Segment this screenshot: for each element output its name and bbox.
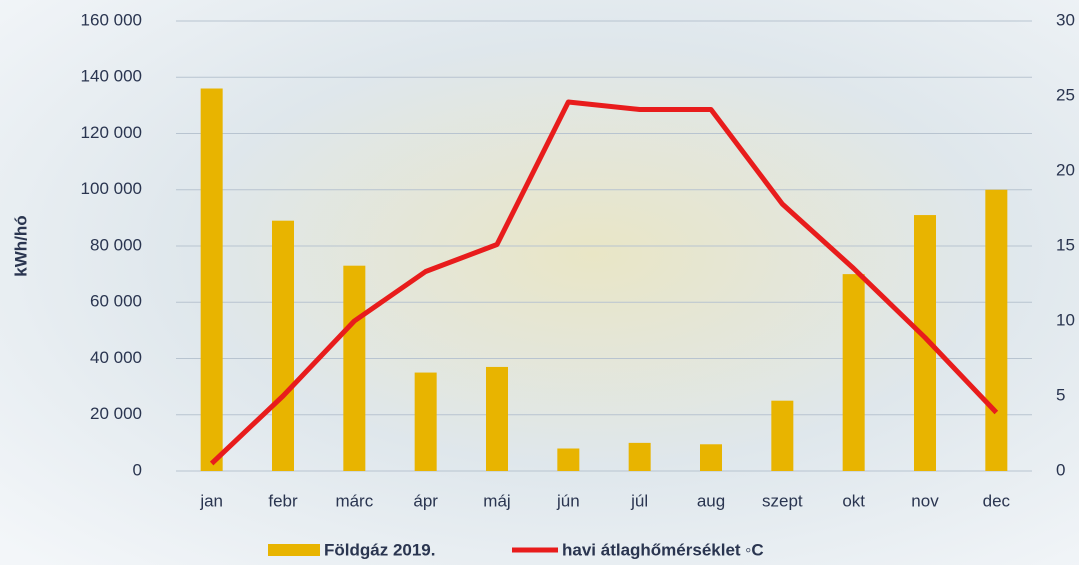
x-tick-label: júl <box>630 491 648 510</box>
y2-tick-label: 10 <box>1056 310 1075 329</box>
legend-label: Földgáz 2019. <box>324 540 435 559</box>
y2-tick-label: 5 <box>1056 385 1065 404</box>
y-tick-label: 100 000 <box>81 179 142 198</box>
bar <box>985 189 1008 471</box>
y-tick-label: 140 000 <box>81 67 142 86</box>
y-tick-label: 40 000 <box>90 348 142 367</box>
bar <box>486 366 508 471</box>
x-tick-label: ápr <box>413 491 438 510</box>
x-tick-label: nov <box>911 491 939 510</box>
y-axis-label: kWh/hó <box>11 215 30 276</box>
x-tick-label: jún <box>556 491 580 510</box>
legend-label: havi átlaghőmérséklet ◦C <box>562 540 764 559</box>
x-tick-label: jan <box>199 491 223 510</box>
line <box>209 99 999 466</box>
legend-swatch <box>268 544 320 556</box>
y-tick-label: 160 000 <box>81 10 142 29</box>
y-tick-label: 0 <box>133 460 142 479</box>
y2-tick-label: 0 <box>1056 460 1065 479</box>
bar <box>414 372 437 471</box>
bar <box>628 442 651 471</box>
bar <box>200 88 223 471</box>
y2-tick-label: 30 <box>1056 10 1075 29</box>
bar <box>343 265 366 471</box>
x-tick-label: máj <box>483 491 510 510</box>
bar <box>557 448 580 471</box>
y-tick-label: 20 000 <box>90 404 142 423</box>
x-tick-label: márc <box>335 491 373 510</box>
x-tick-label: szept <box>762 491 803 510</box>
x-tick-label: dec <box>983 491 1011 510</box>
y-tick-label: 60 000 <box>90 292 142 311</box>
y-tick-label: 80 000 <box>90 235 142 254</box>
y2-tick-label: 15 <box>1056 235 1075 254</box>
bar <box>771 400 794 471</box>
bar <box>700 444 722 471</box>
bar <box>842 274 865 471</box>
x-tick-label: febr <box>268 491 298 510</box>
bar <box>272 220 294 471</box>
x-tick-label: okt <box>842 491 865 510</box>
y2-tick-label: 25 <box>1056 85 1075 104</box>
y-tick-label: 120 000 <box>81 123 142 142</box>
bar <box>914 215 936 471</box>
x-tick-label: aug <box>697 491 725 510</box>
y2-tick-label: 20 <box>1056 160 1075 179</box>
